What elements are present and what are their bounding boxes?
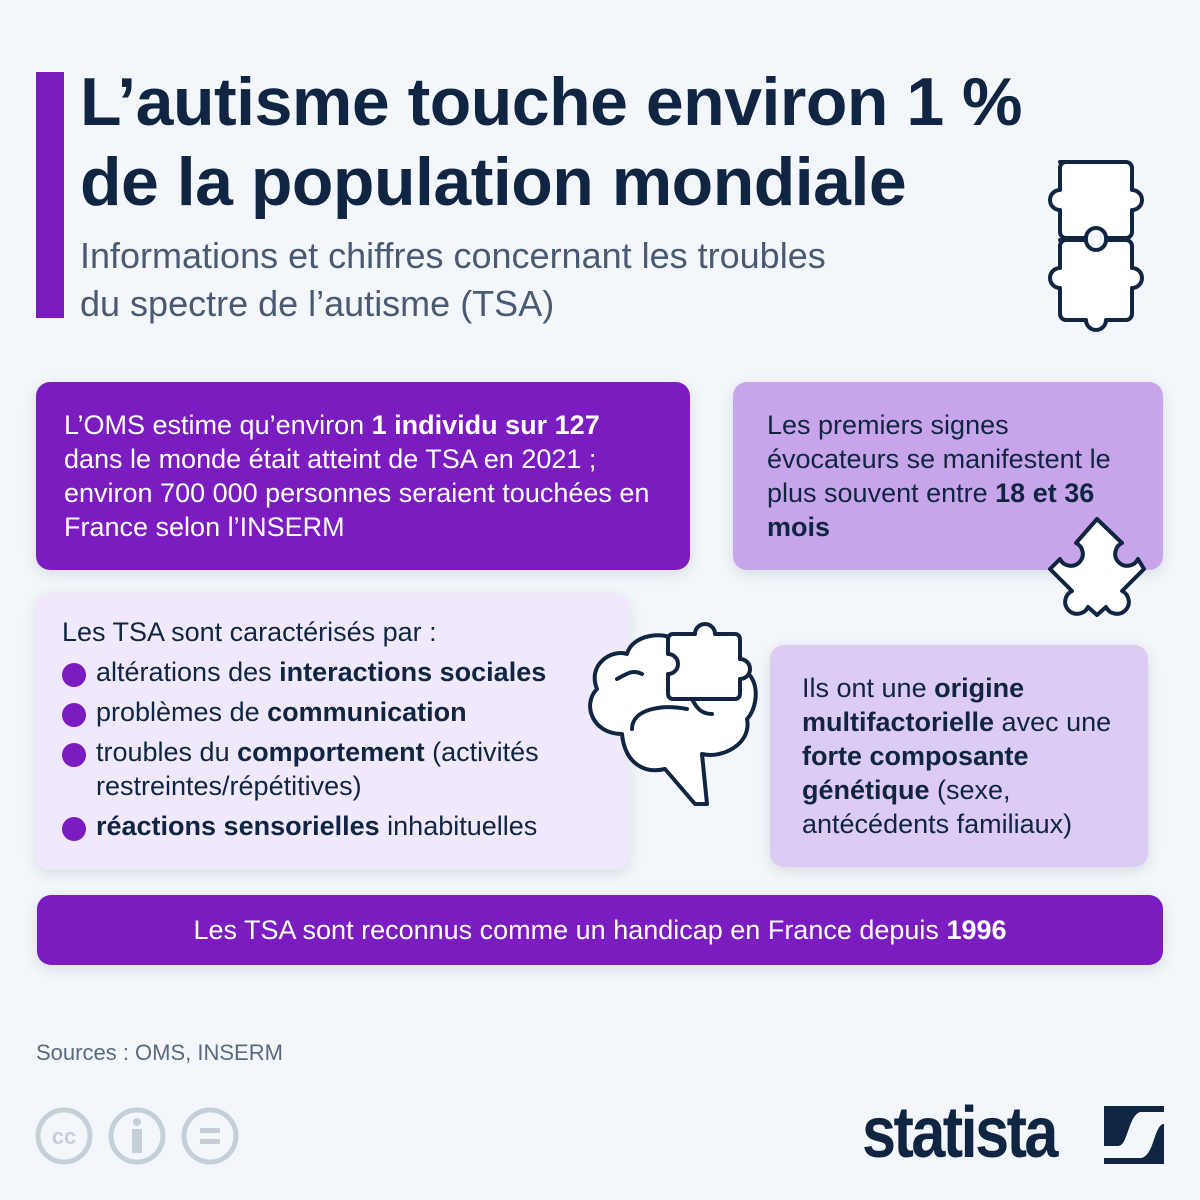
text: altérations des (96, 657, 280, 687)
subtitle: Informations et chiffres concernant les … (80, 232, 826, 328)
bullet-icon (62, 743, 86, 767)
text: Les TSA sont reconnus comme un handicap … (193, 915, 947, 945)
highlight: interactions sociales (279, 657, 547, 687)
list-item: troubles du comportement (activités rest… (62, 735, 603, 803)
page-title: L’autisme touche environ 1 % de la popul… (80, 62, 1023, 222)
svg-text:cc: cc (52, 1124, 76, 1149)
highlight: réactions sensorielles (96, 811, 380, 841)
text: Les premiers signes évocateurs se manife… (767, 410, 1111, 508)
brain-puzzle-icon (588, 622, 758, 806)
cc-icon (35, 1107, 93, 1165)
text: (activités restreintes/répétitives) (96, 737, 539, 801)
origin-card: Ils ont une origine multifactorielle ave… (770, 645, 1148, 867)
bullet-icon (62, 663, 86, 687)
list-item: réactions sensorielles inhabituelles (62, 809, 603, 843)
text: L’OMS estime qu’environ (64, 410, 372, 440)
text: (sexe, antécédents familiaux) (802, 775, 1073, 839)
subtitle-line: du spectre de l’autisme (TSA) (80, 283, 555, 324)
no-derivatives-icon (181, 1107, 239, 1165)
attribution-icon (108, 1107, 166, 1165)
highlight: 18 et 36 mois (767, 478, 1095, 542)
accent-bar (36, 72, 64, 318)
highlight: origine multifactorielle (802, 673, 1025, 737)
sources: Sources : OMS, INSERM (36, 1040, 283, 1065)
text: Ils ont une (802, 673, 935, 703)
highlight: comportement (237, 737, 425, 767)
text: problèmes de (96, 697, 268, 727)
statista-logo: statista (862, 1093, 1058, 1173)
subtitle-line: Informations et chiffres concernant les … (80, 235, 826, 276)
text: inhabituelles (379, 811, 538, 841)
text: avec une (994, 707, 1112, 737)
list-item: problèmes de communication (62, 695, 603, 729)
title-line: L’autisme touche environ 1 % (80, 64, 1023, 140)
disability-recognition-banner: Les TSA sont reconnus comme un handicap … (37, 895, 1163, 965)
highlight: communication (267, 697, 467, 727)
text: troubles du (96, 737, 238, 767)
list-intro: Les TSA sont caractérisés par : (62, 617, 437, 647)
highlight: 1996 (946, 915, 1007, 945)
early-signs-card: Les premiers signes évocateurs se manife… (733, 382, 1163, 570)
highlight: forte composante génétique (802, 741, 1029, 805)
statista-logo-icon (1104, 1106, 1164, 1164)
license-icons[interactable]: cc (34, 1106, 244, 1166)
title-line: de la population mondiale (80, 144, 907, 220)
bullet-icon (62, 817, 86, 841)
list-item: altérations des interactions sociales (62, 655, 603, 689)
puzzle-piece-icon (1048, 517, 1146, 617)
puzzle-pieces-icon (1048, 160, 1144, 332)
who-estimate-card: L’OMS estime qu’environ 1 individu sur 1… (36, 382, 690, 570)
highlight: 1 individu sur 127 (371, 410, 600, 440)
text: dans le monde était atteint de TSA en 20… (64, 444, 650, 542)
characteristics-card: Les TSA sont caractérisés par : altérati… (36, 593, 629, 870)
bullet-icon (62, 703, 86, 727)
